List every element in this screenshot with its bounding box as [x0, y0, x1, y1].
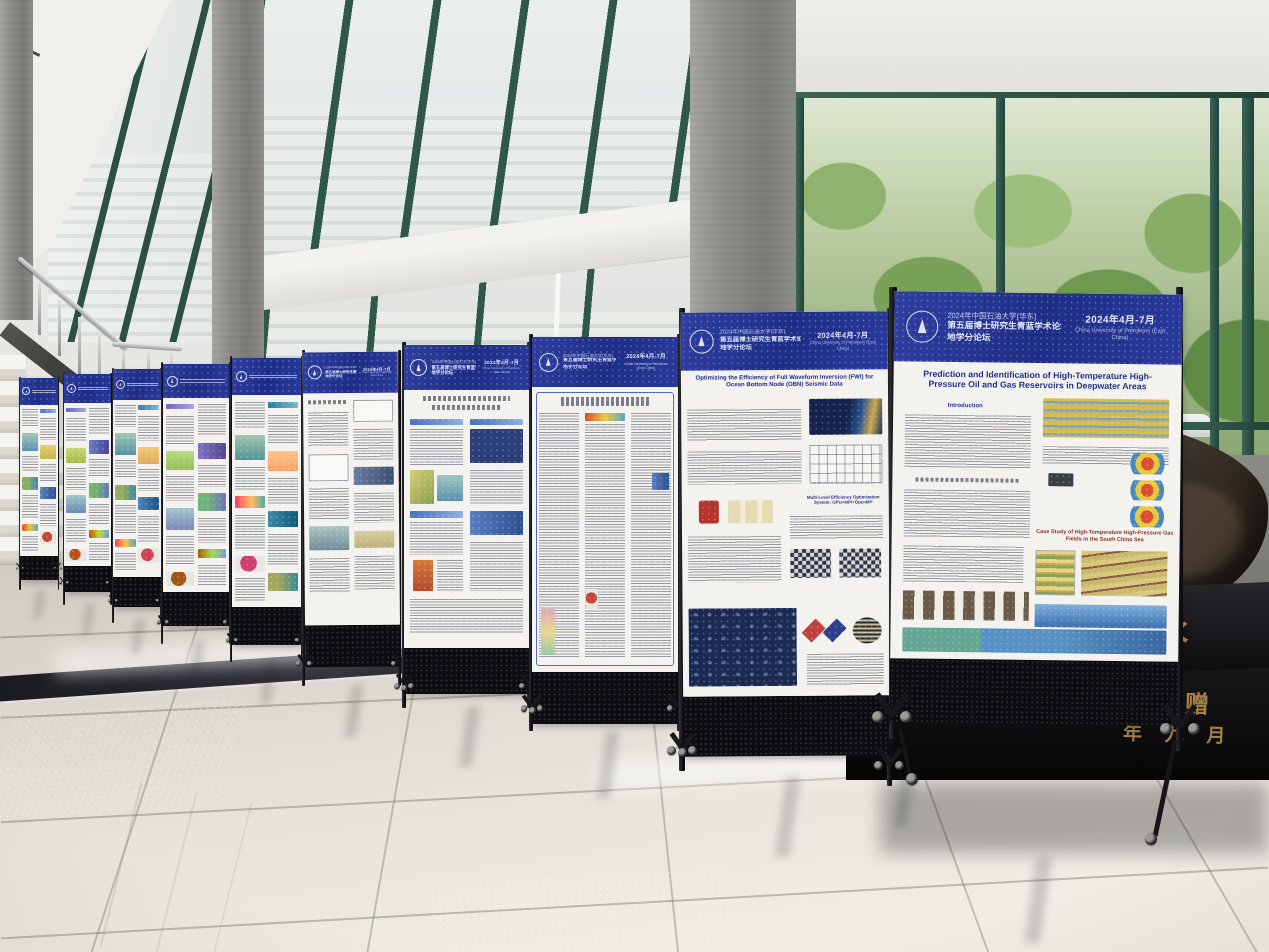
university-seal-icon [906, 310, 939, 343]
poster-stand-2 [59, 372, 116, 605]
poster-header [20, 378, 58, 405]
university-seal-icon [66, 383, 76, 393]
poster-sheet [232, 358, 301, 607]
poster-header: 2024年中国石油大学(华东)第五届博士研究生青蓝学术论坛——地学分论坛 202… [404, 345, 529, 391]
pegboard [232, 607, 301, 645]
poster-stand-1 [15, 376, 63, 590]
poster-header: 2024年中国石油大学(华东)第五届博士研究生青蓝学术论坛——地学分论坛 202… [893, 291, 1183, 365]
poster-sheet [113, 369, 161, 577]
poster-section-fwi: Multi-Level Efficiency Optimization Syst… [806, 494, 880, 506]
poster-header: 2024年中国石油大学(华东)第五届博士研究生青蓝学术论坛——地学分论坛 202… [532, 337, 678, 388]
poster-title-deepwater: Prediction and Identification of High-Te… [923, 368, 1152, 392]
poster-header [232, 358, 301, 396]
pillar-mid [212, 0, 264, 372]
pegboard [889, 658, 1179, 726]
pegboard [532, 672, 678, 724]
university-seal-icon [307, 365, 322, 380]
caster-wheel [21, 566, 25, 569]
pegboard [163, 592, 229, 626]
poster-stand-5 [225, 356, 308, 663]
caster-wheel [15, 566, 19, 569]
poster-sheet: 2024年中国石油大学(华东)第五届博士研究生青蓝学术论坛——地学分论坛 202… [532, 337, 678, 672]
poster-header [113, 369, 161, 401]
university-seal-icon [410, 359, 427, 377]
poster-frame [535, 391, 675, 667]
stair-handrail [16, 256, 129, 352]
poster-stand-10: 2024年中国石油大学(华东) 第五届博士研究生青蓝学术论坛—— 地学分论坛 202… [871, 287, 1201, 845]
poster-stand-6: 2024年中国石油大学(华东) 第五届博士研究生青蓝学术论坛—— 地学分论坛 202… [295, 349, 408, 686]
poster-sheet: 2024年中国石油大学(华东)第五届博士研究生青蓝学术论坛——地学分论坛 202… [404, 345, 529, 648]
poster-sheet [20, 378, 58, 556]
university-seal-icon [235, 371, 247, 383]
pedestal-shadow [880, 783, 1269, 853]
university-seal-icon [538, 352, 558, 372]
poster-header [163, 364, 229, 399]
poster-header [64, 374, 111, 403]
pegboard [20, 556, 58, 580]
pegboard [305, 624, 401, 668]
poster-sheet [163, 364, 229, 592]
poster-stand-4 [156, 362, 236, 645]
poster-header: 2024年中国石油大学(华东)第五届博士研究生青蓝学术论坛——地学分论坛 202… [680, 311, 888, 371]
poster-sheet [64, 374, 111, 566]
university-seal-icon [115, 380, 125, 390]
caster-wheel [1145, 833, 1157, 845]
pegboard [113, 577, 161, 607]
poster-sheet-fwi: 2024年中国石油大学(华东) 第五届博士研究生青蓝学术论坛—— 地学分论坛 202… [680, 311, 891, 697]
poster-title-fwi: Optimizing the Efficiency of Full Wavefo… [695, 374, 874, 389]
poster-header: 2024年中国石油大学(华东)第五届博士研究生青蓝学术论坛——地学分论坛 202… [302, 351, 398, 394]
poster-section-case: Case Study of High-Temperature High-Pres… [1036, 529, 1174, 543]
poster-section-intro: Introduction [947, 403, 983, 410]
pegboard [404, 648, 529, 694]
poster-stand-8: 2024年中国石油大学(华东)第五届博士研究生青蓝学术论坛——地学分论坛 202… [520, 333, 690, 731]
poster-sheet: 2024年中国石油大学(华东)第五届博士研究生青蓝学术论坛——地学分论坛 202… [302, 351, 401, 626]
window-trees-right [796, 92, 1269, 464]
caster-wheel [906, 773, 918, 785]
pegboard [64, 566, 111, 592]
poster-stand-3 [108, 367, 166, 623]
pegboard [683, 695, 891, 757]
poster-stand-9: 2024年中国石油大学(华东) 第五届博士研究生青蓝学术论坛—— 地学分论坛 202… [667, 307, 904, 786]
university-seal-icon [166, 375, 178, 387]
poster-stand-7: 2024年中国石油大学(华东)第五届博士研究生青蓝学术论坛——地学分论坛 202… [393, 342, 540, 708]
university-seal-icon [689, 329, 714, 354]
floor-details [0, 553, 1269, 952]
university-seal-icon [22, 387, 31, 396]
poster-sheet-deepwater: 2024年中国石油大学(华东) 第五届博士研究生青蓝学术论坛—— 地学分论坛 202… [890, 291, 1183, 662]
